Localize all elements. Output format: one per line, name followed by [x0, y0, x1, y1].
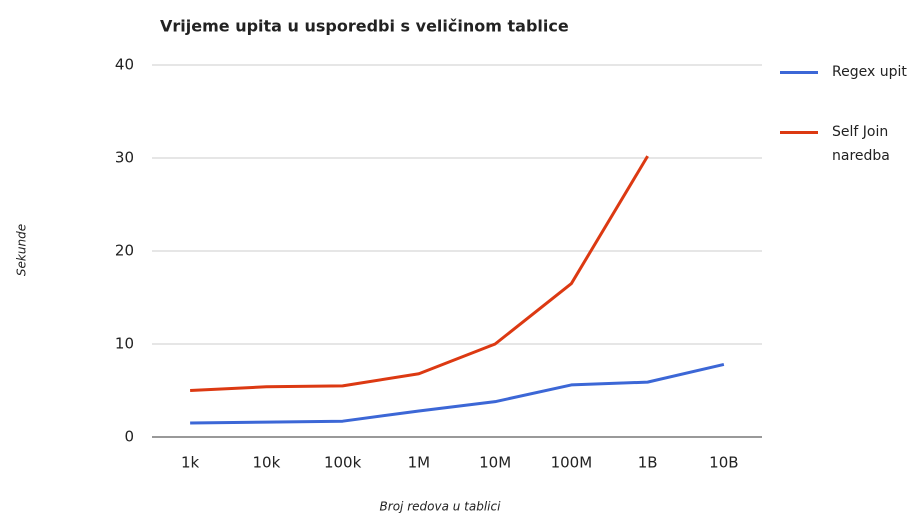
x-tick-label: 10M [479, 454, 511, 472]
series-line [190, 362, 725, 425]
x-tick-label: 1B [638, 454, 658, 472]
legend-swatch [780, 131, 818, 134]
chart-title: Vrijeme upita u usporedbi s veličinom ta… [160, 17, 569, 36]
x-axis-label: Broj redova u tablici [380, 500, 502, 514]
x-tick-label: 1M [408, 454, 431, 472]
y-axis-label: Sekunde [15, 224, 29, 276]
legend-item: Regex upit [780, 62, 912, 84]
y-tick-label: 40 [115, 56, 134, 74]
x-tick-label: 10B [709, 454, 738, 472]
y-tick-label: 10 [115, 335, 134, 353]
legend-label: Regex upit [832, 64, 907, 80]
x-tick-label: 100M [551, 454, 593, 472]
x-tick-label: 1k [181, 454, 200, 472]
legend-item: Self Join naredba [780, 122, 912, 168]
series-line [190, 155, 649, 392]
x-tick-label: 100k [324, 454, 362, 472]
legend-label: Self Join naredba [832, 124, 890, 164]
y-tick-label: 0 [124, 428, 134, 446]
y-tick-label: 30 [115, 149, 134, 167]
legend-swatch [780, 71, 818, 74]
y-tick-label: 20 [115, 242, 134, 260]
x-tick-label: 10k [252, 454, 280, 472]
